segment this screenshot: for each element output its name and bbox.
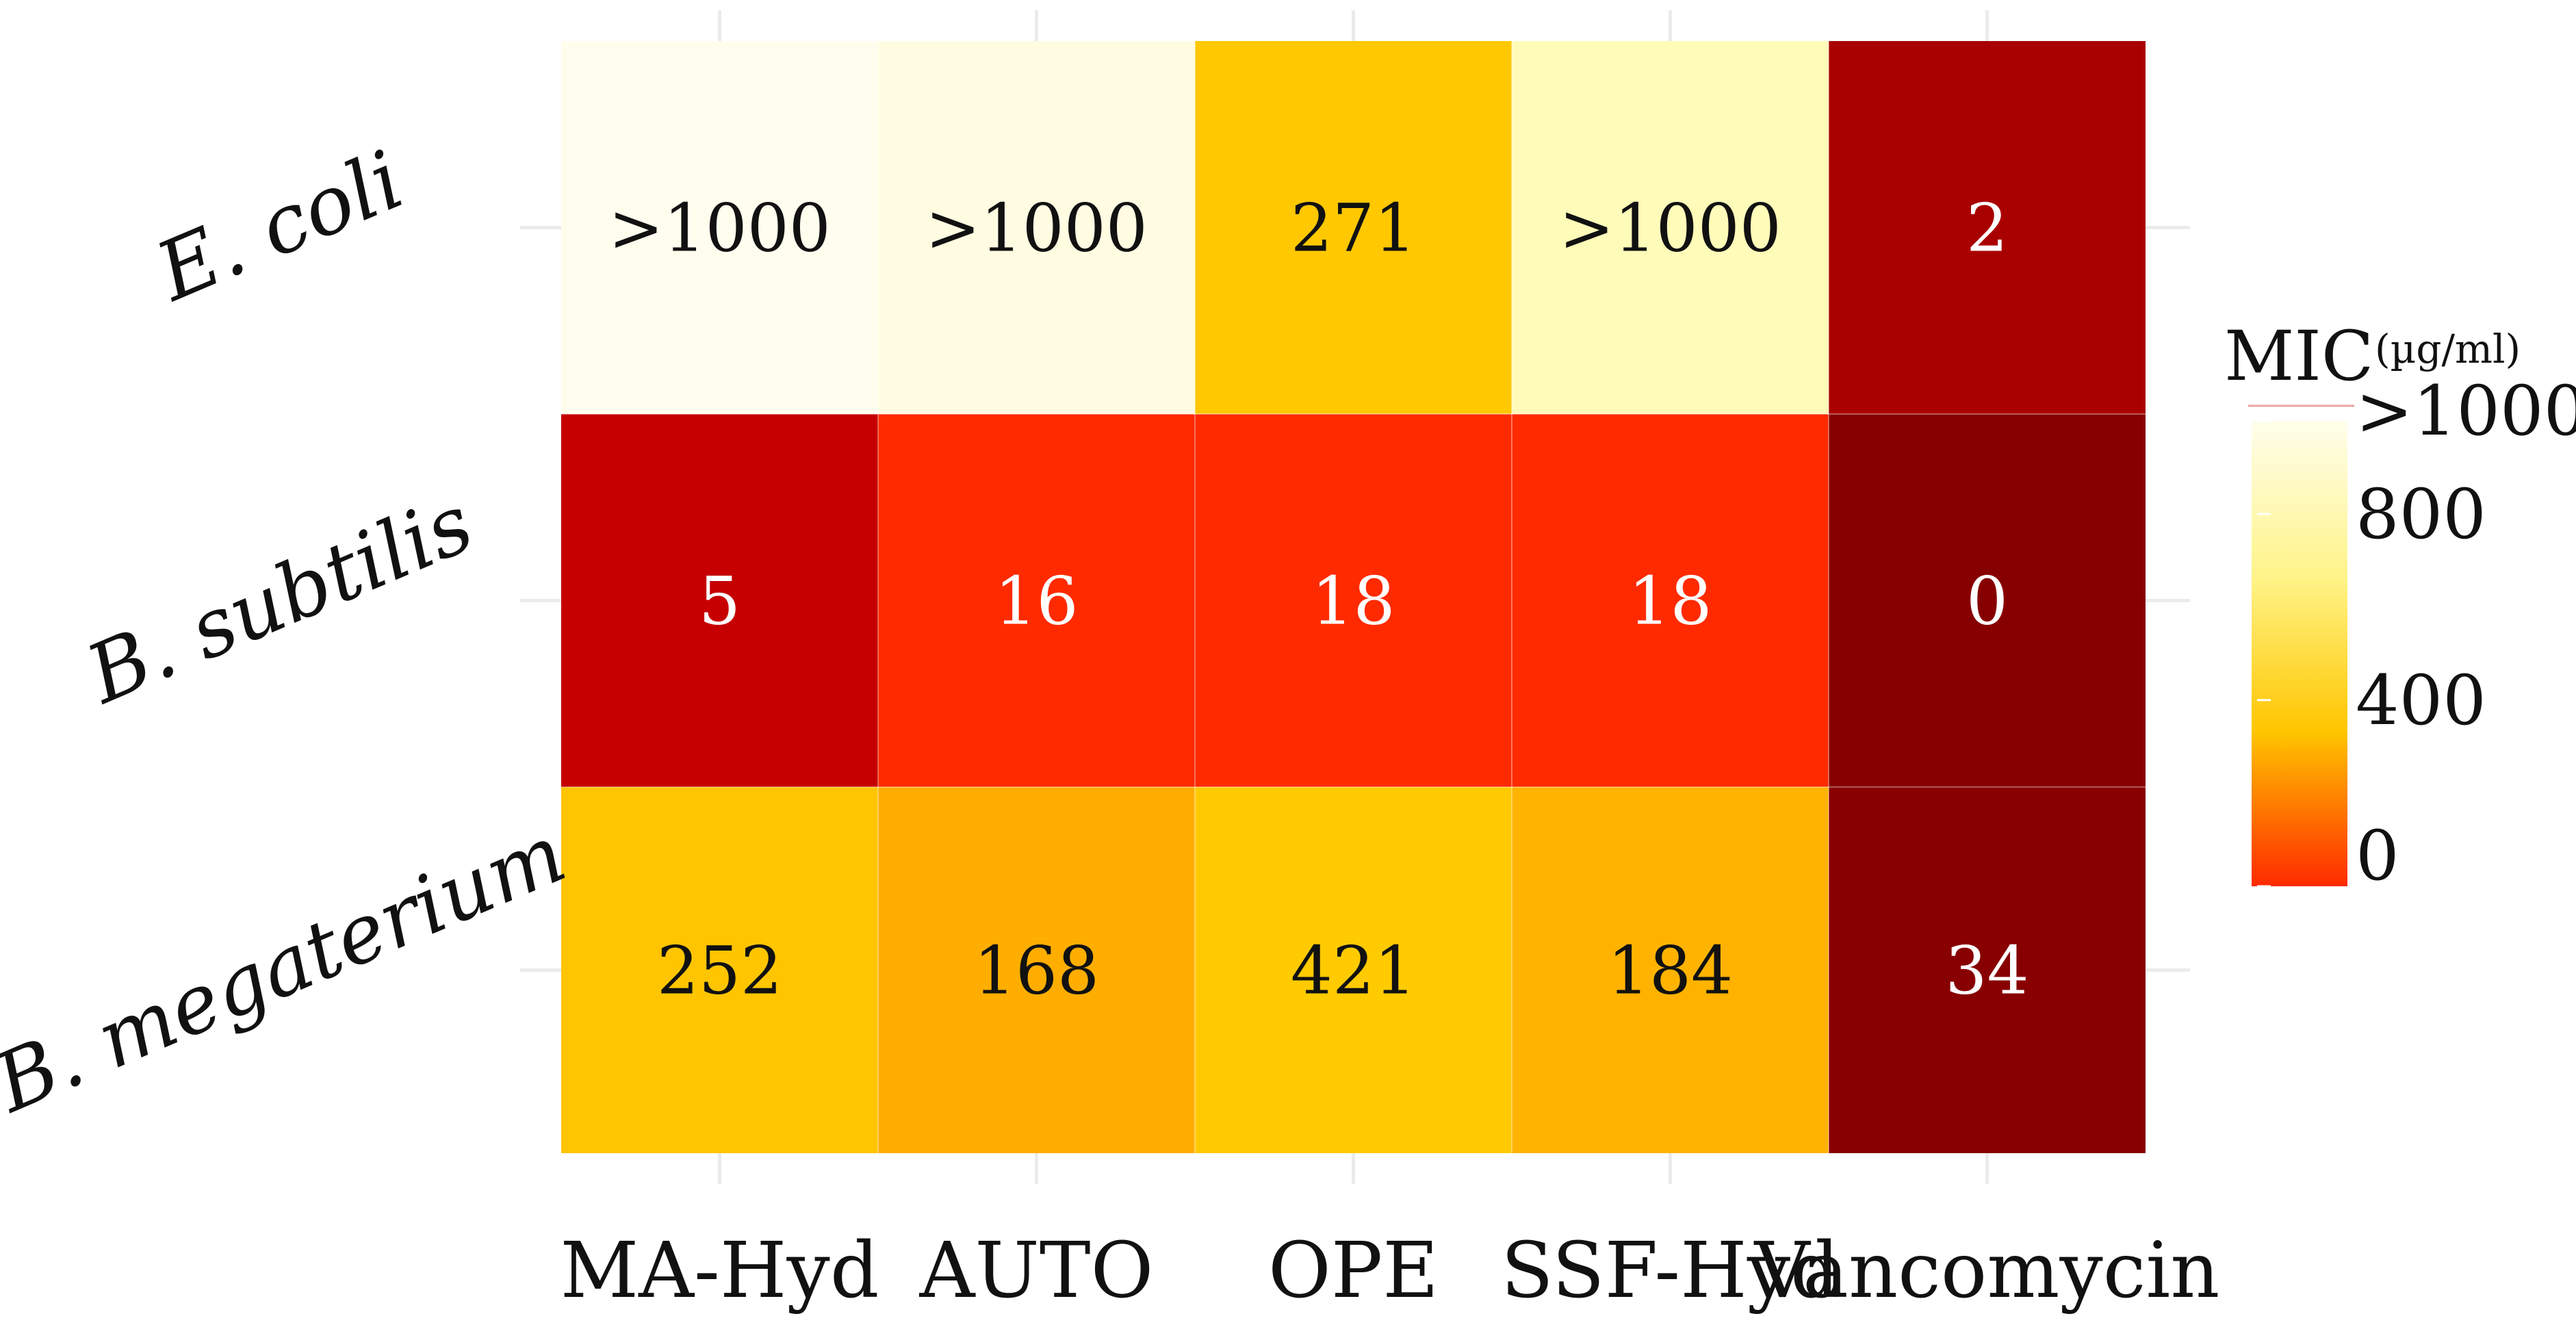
colorbar-tick-label: 0: [2356, 816, 2399, 896]
cell-value-label: 184: [1608, 933, 1733, 1009]
heatmap-cell: [1829, 787, 2146, 1153]
heatmap-cells: [561, 41, 2146, 1153]
x-tick-label: MA-Hyd: [560, 1226, 879, 1315]
cell-value-label: 0: [1966, 563, 2008, 640]
cell-value-label: 2: [1966, 190, 2008, 267]
cell-labels: >1000 >1000 271 >1000 2 5 16 18 18 0 252 168 421 184 3…: [608, 190, 2028, 1009]
cell-value-label: 5: [699, 563, 740, 640]
x-tick-label: AUTO: [919, 1226, 1154, 1315]
heatmap-cell: [878, 414, 1195, 787]
cell-value-label: 34: [1945, 933, 2028, 1009]
cell-value-label: 18: [1628, 563, 1712, 640]
cell-value-label: >1000: [1559, 190, 1781, 267]
heatmap-cell: [1195, 787, 1512, 1153]
x-tick-label: OPE: [1268, 1226, 1439, 1315]
colorbar-tick-label: 400: [2356, 660, 2486, 740]
heatmap-cell: [878, 41, 1195, 414]
colorbar-title: MIC: [2224, 316, 2373, 396]
colorbar-tick-label: >1000: [2356, 371, 2576, 451]
heatmap-cell: [1512, 414, 1829, 787]
heatmap-cell: [1195, 41, 1512, 414]
heatmap-cell: [1829, 41, 2146, 414]
heatmap-cell: [1829, 414, 2146, 787]
cell-value-label: >1000: [608, 190, 831, 267]
y-axis: E. coli B. subtilis B. megaterium: [0, 132, 578, 1131]
cell-value-label: 168: [974, 933, 1099, 1009]
colorbar: MIC (µg/ml) >1000 800 400 0: [2224, 316, 2576, 896]
heatmap-cell: [1512, 787, 1829, 1153]
colorbar-tick-label: 800: [2356, 474, 2486, 554]
heatmap-cell: [1195, 414, 1512, 787]
x-tick-label: SSF-Hyd: [1501, 1226, 1840, 1315]
heatmap-cell: [1512, 41, 1829, 414]
heatmap-cell: [878, 787, 1195, 1153]
heatmap-cell: [561, 41, 878, 414]
heatmap-cell: [561, 787, 878, 1153]
y-tick-label: B. subtilis: [73, 476, 485, 722]
x-tick-label: Vancomycin: [1753, 1226, 2220, 1315]
y-tick-label: E. coli: [142, 132, 416, 320]
cell-value-label: 252: [657, 933, 782, 1009]
cell-value-label: 271: [1291, 190, 1416, 267]
cell-value-label: 16: [994, 563, 1078, 640]
y-tick-label: B. megaterium: [0, 806, 578, 1131]
cell-value-label: 421: [1291, 933, 1416, 1009]
cell-value-label: >1000: [925, 190, 1148, 267]
heatmap-cell: [561, 414, 878, 787]
colorbar-gradient: [2252, 421, 2347, 886]
colorbar-unit: (µg/ml): [2375, 326, 2521, 372]
cell-value-label: 18: [1311, 563, 1395, 640]
